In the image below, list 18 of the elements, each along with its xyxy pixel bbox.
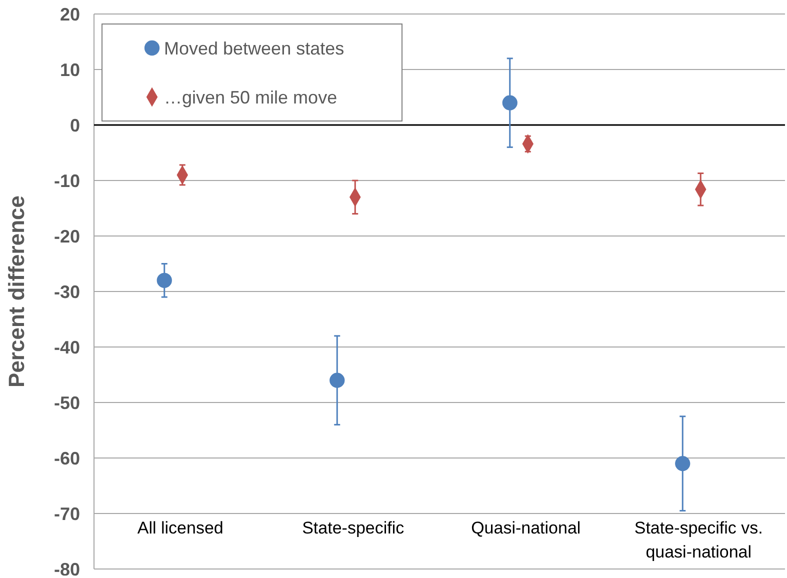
- y-tick-label: -80: [54, 559, 80, 578]
- y-axis-title: Percent difference: [4, 196, 29, 388]
- y-tick-label: 0: [70, 115, 80, 136]
- y-tick-label: -30: [54, 282, 80, 302]
- y-tick-label: 10: [60, 60, 80, 80]
- legend-label: Moved between states: [164, 38, 344, 58]
- x-tick-label: State-specific: [302, 518, 405, 538]
- y-tick-label: -70: [54, 504, 80, 524]
- y-tick-label: -60: [54, 448, 80, 468]
- x-tick-label: Quasi-national: [471, 518, 581, 538]
- y-tick-label: -40: [54, 337, 80, 358]
- y-tick-label: 20: [60, 4, 80, 24]
- y-tick-label: -10: [54, 170, 80, 191]
- x-tick-label: All licensed: [137, 518, 224, 538]
- legend-label: …given 50 mile move: [164, 87, 338, 108]
- x-tick-label: State-specific vs. quasi-national: [634, 518, 763, 562]
- y-tick-label: -20: [54, 226, 80, 246]
- y-tick-label: -50: [54, 392, 80, 413]
